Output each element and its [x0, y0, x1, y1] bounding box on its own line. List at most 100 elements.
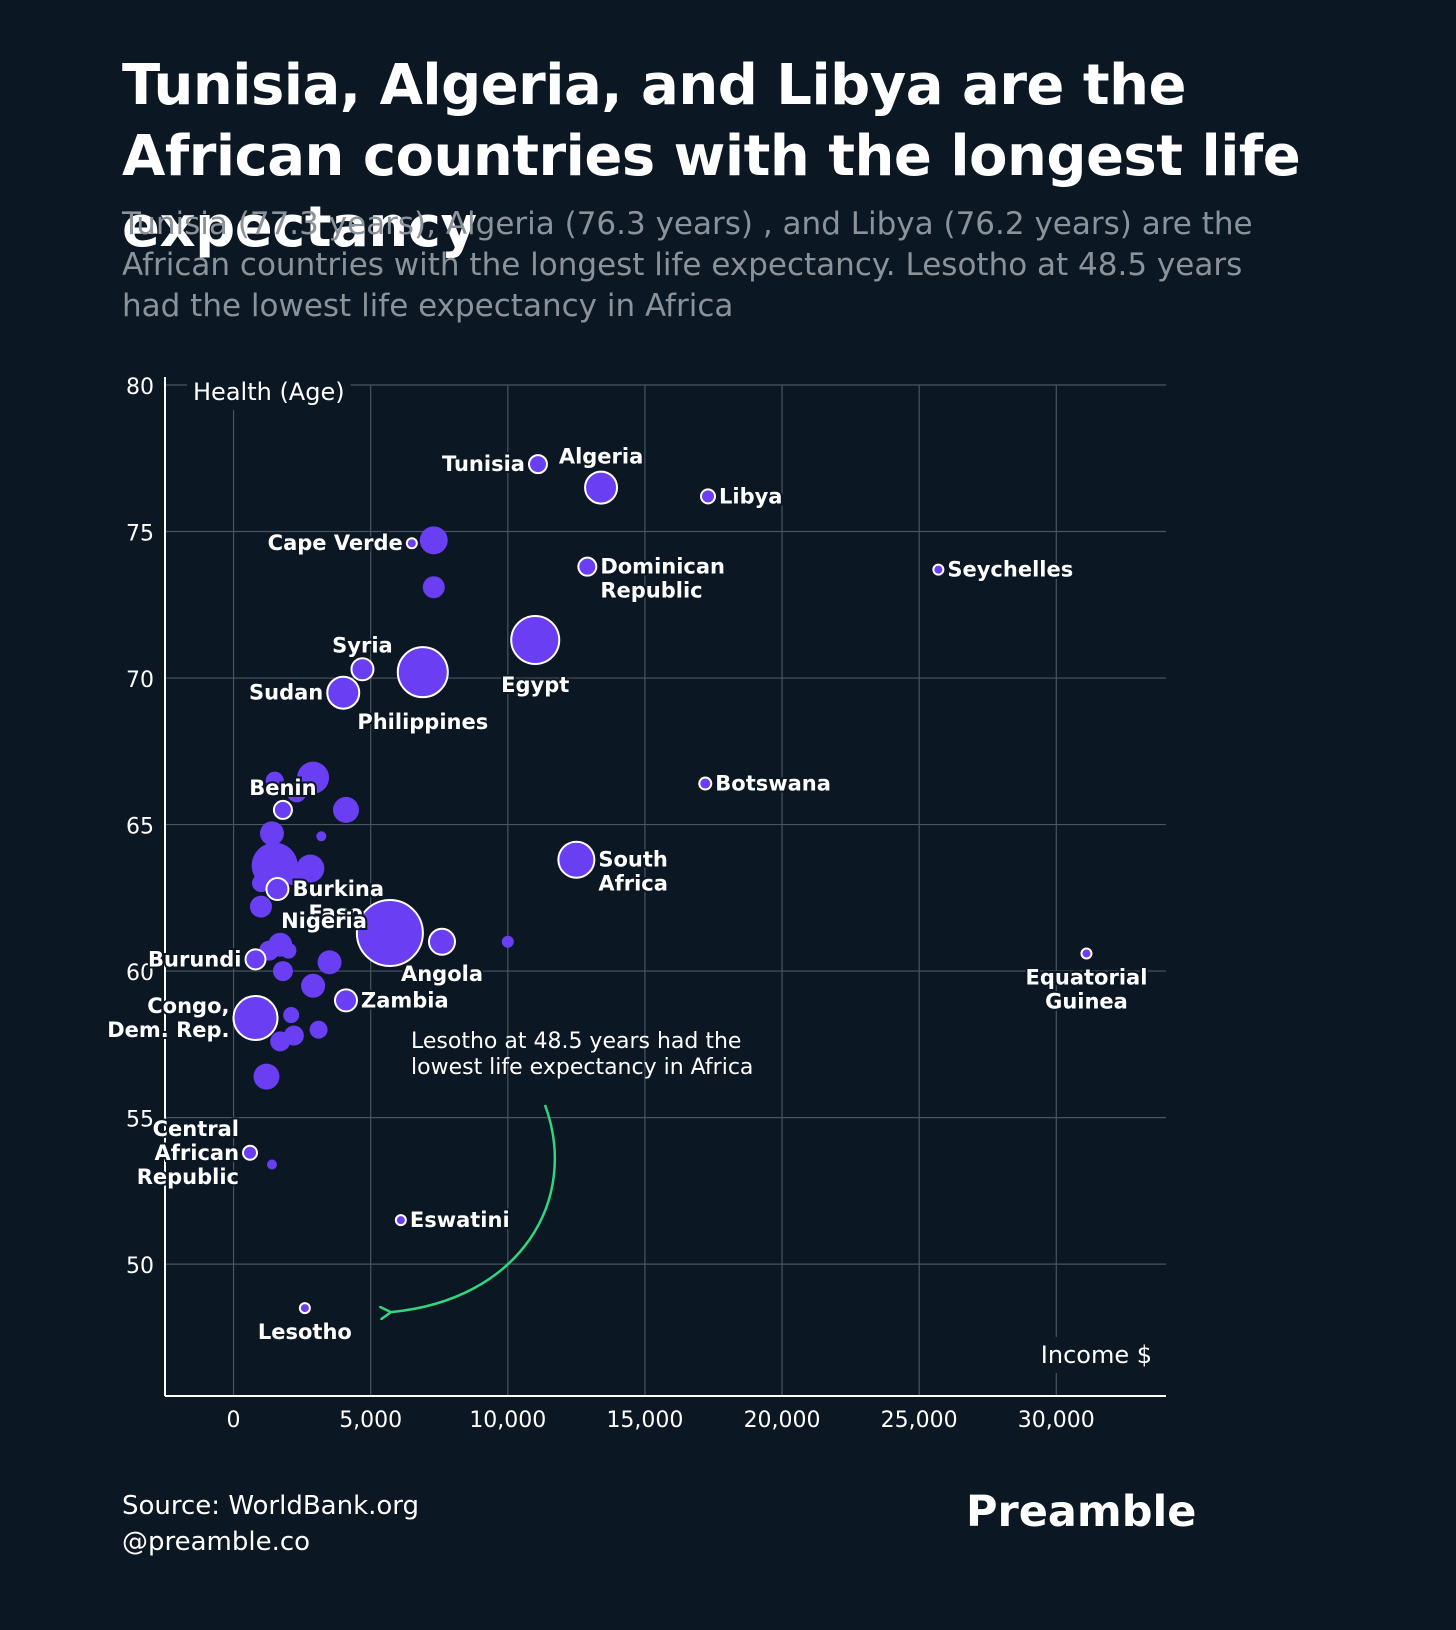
- source-text: Source: WorldBank.org: [122, 1491, 420, 1521]
- point-label: Botswana: [715, 772, 831, 796]
- bubble-algeria: [584, 470, 619, 505]
- annotation-text-line2: lowest life expectancy in Africa: [411, 1055, 753, 1080]
- y-tick-label: 60: [126, 961, 154, 986]
- point-label: Libya: [719, 484, 782, 508]
- y-tick-label: 65: [126, 815, 154, 840]
- source-note: Source: WorldBank.org @preamble.co: [122, 1488, 419, 1560]
- point-label: Dominican: [600, 555, 725, 579]
- x-tick-label: 20,000: [744, 1408, 821, 1433]
- bubble-sudan: [326, 675, 361, 710]
- bubble-central-african-republic: [242, 1144, 259, 1161]
- bubble: [249, 895, 272, 918]
- y-tick-label: 55: [126, 1108, 154, 1133]
- bubble: [316, 831, 327, 842]
- y-axis-title: Health (Age): [193, 378, 345, 406]
- point-label: Tunisia: [442, 452, 525, 476]
- bubble-south-africa: [557, 840, 596, 879]
- y-tick-label: 75: [126, 522, 154, 547]
- x-tick-label: 30,000: [1018, 1408, 1095, 1433]
- point-label: Faso: [308, 901, 362, 925]
- bubble: [422, 576, 445, 599]
- y-tick-label: 70: [126, 668, 154, 693]
- bubble: [283, 1007, 300, 1024]
- point-label: Africa: [598, 872, 668, 896]
- axis-title-bg: [1034, 1337, 1158, 1373]
- point-label: Egypt: [501, 673, 569, 697]
- bubble: [280, 942, 297, 959]
- bubble-egypt: [510, 614, 561, 665]
- point-label: Congo,: [147, 994, 229, 1018]
- bubble-equatorial-guinea: [1080, 947, 1093, 960]
- annotation-arrow: [391, 1104, 556, 1312]
- axis-title-bg: [187, 374, 351, 410]
- point-label: Nigeria: [281, 909, 367, 933]
- x-axis-title: Income $: [1041, 1341, 1152, 1369]
- y-tick-label: 50: [126, 1254, 154, 1279]
- y-tick-label: 80: [126, 375, 154, 400]
- bubble: [309, 1020, 328, 1039]
- bubble: [501, 935, 514, 948]
- bubble: [282, 863, 305, 886]
- bubbles: [232, 454, 1093, 1315]
- point-label: African: [155, 1141, 240, 1165]
- bubble: [301, 973, 326, 998]
- x-tick-label: 5,000: [339, 1408, 402, 1433]
- bubble: [286, 782, 307, 803]
- bubble: [272, 961, 293, 982]
- bubble: [333, 796, 360, 823]
- bubble-zambia: [334, 988, 359, 1013]
- point-label: Cape Verde: [268, 531, 403, 555]
- bubble-angola: [427, 927, 456, 956]
- bubble-benin: [272, 799, 293, 820]
- point-label: Equatorial: [1026, 966, 1148, 990]
- point-label: Guinea: [1045, 990, 1128, 1014]
- point-label: Eswatini: [410, 1208, 510, 1232]
- point-label: Seychelles: [947, 558, 1073, 582]
- point-label: Dem. Rep.: [107, 1018, 229, 1042]
- bubble-nigeria: [355, 898, 424, 967]
- bubble-tunisia: [527, 454, 548, 475]
- bubble: [297, 761, 330, 794]
- point-label: Algeria: [559, 445, 643, 469]
- point-label: Benin: [249, 776, 316, 800]
- point-label: Republic: [137, 1165, 239, 1189]
- point-label: Philippines: [357, 710, 488, 734]
- bubble: [419, 526, 448, 555]
- x-tick-label: 10,000: [469, 1408, 546, 1433]
- bubble-congo-dem-rep: [232, 994, 279, 1041]
- brand-logo: Preamble: [966, 1487, 1197, 1537]
- point-label: Sudan: [249, 681, 323, 705]
- bubble: [251, 874, 270, 893]
- bubble: [265, 771, 284, 790]
- bubble-eswatini: [394, 1214, 407, 1227]
- point-label: Zambia: [361, 988, 449, 1012]
- bubble-lesotho: [298, 1302, 311, 1315]
- bubble-burundi: [244, 948, 267, 971]
- bubble-seychelles: [932, 563, 945, 576]
- x-tick-label: 25,000: [881, 1408, 958, 1433]
- point-label: Burkina: [292, 877, 384, 901]
- bubble: [253, 1063, 280, 1090]
- bubble: [259, 821, 284, 846]
- bubble-dominican-republic: [577, 556, 598, 577]
- point-label: South: [598, 848, 668, 872]
- bubble-philippines: [396, 646, 449, 699]
- annotation-text-line1: Lesotho at 48.5 years had the: [411, 1029, 741, 1054]
- point-label: Angola: [401, 962, 483, 986]
- x-tick-label: 15,000: [606, 1408, 683, 1433]
- point-label: Republic: [600, 579, 702, 603]
- x-tick-label: 0: [227, 1408, 241, 1433]
- bubble-burkina-faso: [265, 877, 290, 902]
- bubble: [270, 1031, 291, 1052]
- bubble: [317, 950, 342, 975]
- point-label: Central: [153, 1117, 239, 1141]
- chart-subtitle: Tunisia (77.3 years), Algeria (76.3 year…: [122, 206, 1253, 324]
- point-label: Burundi: [148, 947, 241, 971]
- chart-title: Tunisia, Algeria, and Libya are the Afri…: [122, 53, 1301, 260]
- bubble: [266, 1159, 277, 1170]
- point-label: Lesotho: [258, 1320, 352, 1344]
- bubble-botswana: [698, 776, 713, 791]
